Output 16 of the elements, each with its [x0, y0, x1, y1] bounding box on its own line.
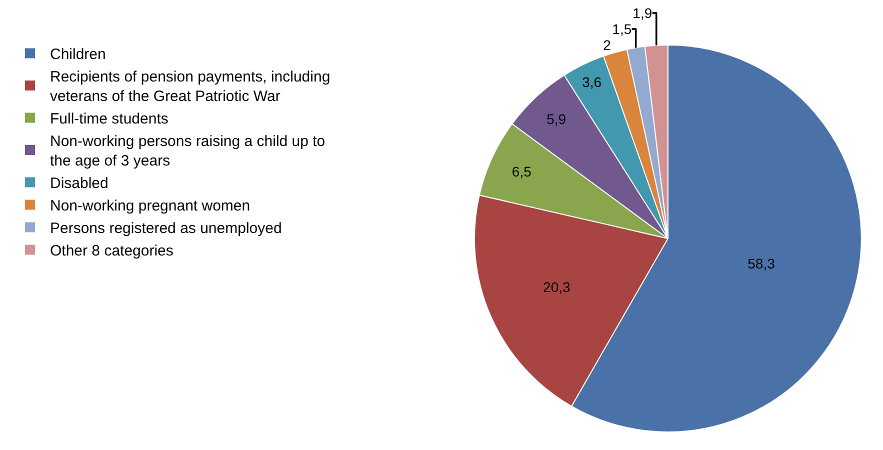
data-label: 20,3 [543, 279, 571, 296]
legend-label: Full-time students [50, 110, 168, 128]
legend-label: Recipients of pension payments, including veterans of the Great Patriotic War [50, 68, 330, 106]
data-label: 3,6 [582, 74, 602, 90]
legend-label: Non-working pregnant women [50, 198, 250, 215]
data-label: 2 [603, 37, 612, 53]
legend-label: Disabled [50, 175, 108, 192]
legend-label: Non-working persons raising a child up to the age of 3 years [50, 133, 326, 170]
data-label: 58,3 [748, 255, 776, 272]
legend-label: Other 8 categories [50, 242, 174, 260]
legend-label: Persons registered as unemployed [50, 220, 282, 238]
data-label: 6,5 [512, 163, 532, 180]
data-label: 1,9 [632, 5, 652, 21]
data-label: 5,9 [546, 111, 566, 128]
data-label: 1,5 [612, 21, 632, 37]
legend-label: Children [50, 46, 106, 64]
